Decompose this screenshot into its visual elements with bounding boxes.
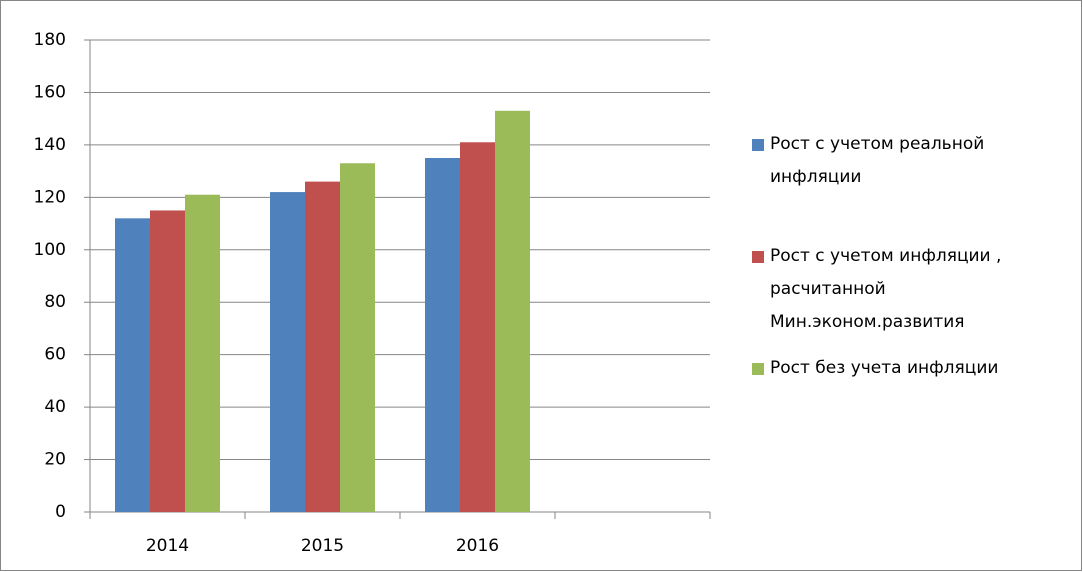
legend-entry: Рост с учетом инфляции , расчитанной Мин…: [752, 240, 1062, 339]
legend-label: Рост с учетом реальной инфляции: [770, 134, 985, 187]
legend-swatch: [752, 251, 764, 263]
y-tick-label: 0: [55, 502, 66, 522]
legend-swatch: [752, 363, 764, 375]
legend-entry: Рост с учетом реальной инфляции: [752, 128, 1062, 194]
bar: [270, 192, 305, 513]
x-tick-label: 2015: [301, 536, 344, 556]
bar: [460, 142, 495, 512]
y-tick-label: 160: [34, 82, 66, 102]
bar: [185, 194, 220, 512]
x-tick-label: 2014: [146, 536, 189, 556]
y-tick-label: 60: [44, 345, 66, 365]
y-tick-label: 120: [34, 187, 66, 207]
bar: [340, 163, 375, 512]
legend-label: Рост без учета инфляции: [770, 358, 999, 378]
bar: [305, 181, 340, 512]
y-tick-label: 80: [44, 292, 66, 312]
y-tick-label: 40: [44, 397, 66, 417]
legend-swatch: [752, 139, 764, 151]
bar: [115, 218, 150, 513]
bar: [425, 158, 460, 512]
y-tick-label: 100: [34, 240, 66, 260]
legend-label: Рост с учетом инфляции , расчитанной Мин…: [770, 246, 1002, 332]
y-tick-label: 180: [34, 30, 66, 50]
legend-entry: Рост без учета инфляции: [752, 352, 1062, 385]
y-tick-label: 140: [34, 135, 66, 155]
bar: [495, 110, 530, 513]
y-tick-label: 20: [44, 450, 66, 470]
x-tick-label: 2016: [456, 536, 499, 556]
bar: [150, 210, 185, 512]
